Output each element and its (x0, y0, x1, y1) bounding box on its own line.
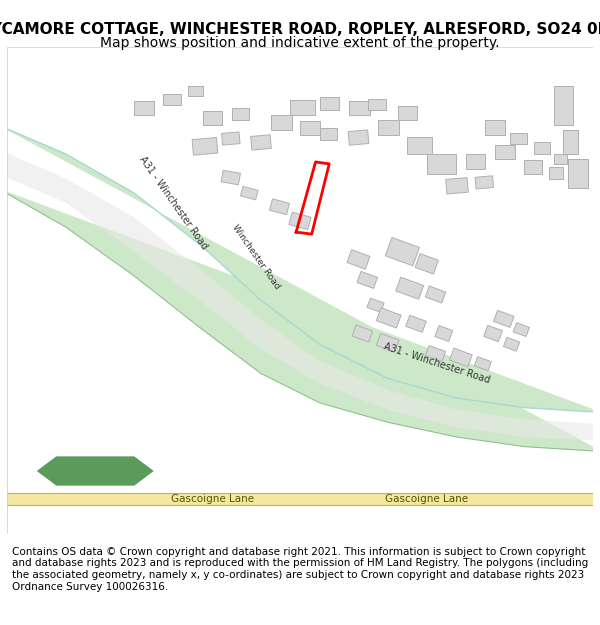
Polygon shape (221, 132, 240, 145)
Polygon shape (188, 86, 203, 96)
Polygon shape (232, 108, 250, 120)
Polygon shape (348, 130, 369, 145)
Polygon shape (548, 167, 563, 179)
Polygon shape (524, 160, 542, 174)
Polygon shape (495, 146, 515, 159)
Polygon shape (449, 348, 472, 367)
Polygon shape (484, 326, 502, 342)
Polygon shape (221, 170, 241, 185)
Polygon shape (269, 199, 290, 215)
Polygon shape (357, 271, 377, 288)
Polygon shape (320, 127, 337, 139)
Polygon shape (427, 154, 456, 174)
Polygon shape (554, 86, 573, 125)
Polygon shape (509, 132, 527, 144)
Polygon shape (289, 213, 311, 229)
Polygon shape (134, 101, 154, 115)
Polygon shape (347, 249, 370, 269)
Polygon shape (378, 120, 400, 134)
Text: Gascoigne Lane: Gascoigne Lane (170, 494, 254, 504)
Polygon shape (425, 286, 446, 303)
Polygon shape (398, 106, 417, 120)
Text: Map shows position and indicative extent of the property.: Map shows position and indicative extent… (100, 36, 500, 49)
Text: A31 - Winchester Road: A31 - Winchester Road (137, 154, 209, 251)
Polygon shape (554, 154, 567, 164)
Polygon shape (568, 159, 587, 188)
Text: A31 - Winchester Road: A31 - Winchester Road (382, 342, 491, 386)
Text: Contains OS data © Crown copyright and database right 2021. This information is : Contains OS data © Crown copyright and d… (12, 547, 588, 592)
Polygon shape (290, 99, 314, 115)
Polygon shape (406, 315, 426, 332)
Polygon shape (376, 334, 399, 352)
Polygon shape (368, 99, 386, 110)
Polygon shape (0, 149, 600, 441)
Polygon shape (474, 357, 491, 371)
Polygon shape (494, 311, 514, 328)
Text: Winchester Road: Winchester Road (230, 222, 282, 291)
Polygon shape (376, 308, 401, 328)
Polygon shape (349, 101, 370, 115)
Polygon shape (396, 277, 424, 299)
Polygon shape (163, 94, 181, 106)
Polygon shape (385, 238, 419, 266)
Polygon shape (503, 338, 520, 351)
Polygon shape (0, 125, 600, 451)
Polygon shape (435, 326, 452, 341)
Polygon shape (475, 176, 494, 189)
Polygon shape (0, 493, 600, 505)
Polygon shape (241, 186, 258, 200)
Polygon shape (203, 111, 222, 125)
Polygon shape (513, 322, 529, 336)
Polygon shape (415, 254, 439, 274)
Polygon shape (534, 142, 550, 154)
Polygon shape (271, 115, 292, 130)
Text: SYCAMORE COTTAGE, WINCHESTER ROAD, ROPLEY, ALRESFORD, SO24 0BS: SYCAMORE COTTAGE, WINCHESTER ROAD, ROPLE… (0, 22, 600, 37)
Polygon shape (485, 120, 505, 134)
Text: Gascoigne Lane: Gascoigne Lane (385, 494, 469, 504)
Polygon shape (407, 137, 431, 154)
Polygon shape (367, 298, 384, 312)
Polygon shape (425, 346, 446, 361)
Polygon shape (446, 177, 468, 194)
Polygon shape (563, 130, 578, 154)
Polygon shape (352, 325, 373, 342)
Polygon shape (320, 97, 339, 110)
Polygon shape (192, 138, 218, 155)
Polygon shape (251, 135, 271, 150)
Polygon shape (466, 154, 485, 169)
Polygon shape (37, 456, 154, 486)
Polygon shape (300, 121, 320, 134)
